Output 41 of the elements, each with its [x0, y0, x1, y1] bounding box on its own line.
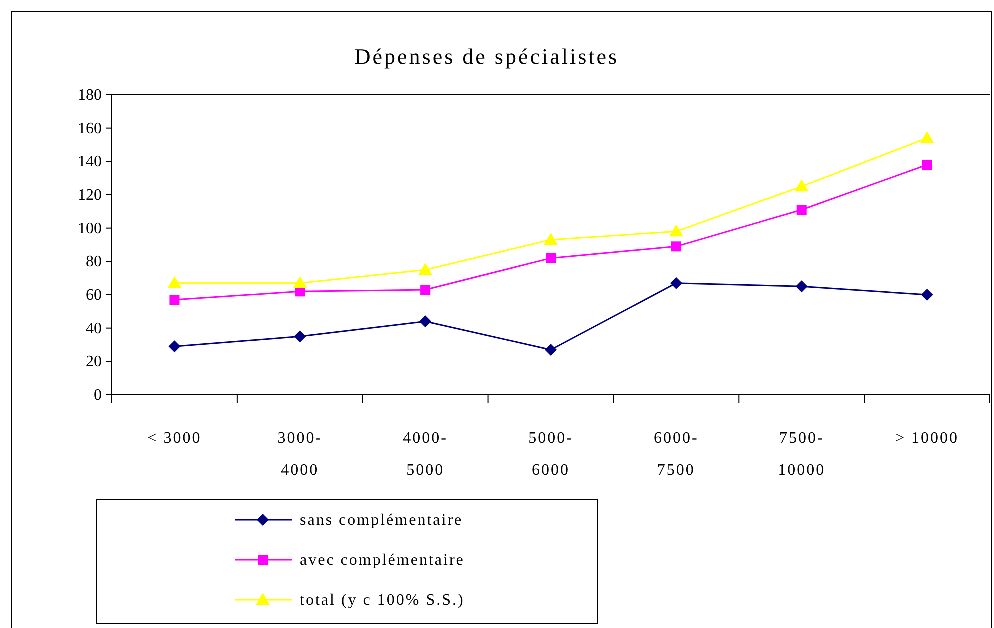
y-tick-label: 0 [94, 387, 102, 404]
point [671, 242, 682, 252]
point [418, 263, 433, 275]
y-tick-label: 160 [78, 120, 102, 138]
x-tick-label: > 10000 [896, 430, 960, 447]
x-tick-label: 4000-5000 [403, 430, 448, 479]
point [168, 340, 181, 353]
y-tick-label: 60 [86, 287, 102, 304]
x-tick-label: 5000-6000 [528, 430, 574, 479]
point [796, 280, 808, 293]
y-tick-label: 140 [78, 154, 102, 171]
y-tick-label: 120 [78, 187, 102, 204]
point [420, 285, 431, 295]
point [170, 295, 180, 305]
legend-label: sans complémentaire [300, 512, 464, 529]
point [545, 344, 557, 356]
y-tick-label: 80 [86, 254, 102, 271]
point [922, 160, 932, 170]
y-tick-label: 100 [78, 220, 102, 238]
legend-label: avec complémentaire [300, 552, 465, 569]
point [920, 131, 934, 144]
x-tick-label: 7500-10000 [778, 430, 826, 479]
x-tick-label: 6000-7500 [654, 430, 699, 479]
x-tick-label: < 3000 [148, 430, 202, 447]
legend-label: total (y c 100% S.S.) [300, 592, 465, 609]
point [294, 330, 306, 343]
point [546, 253, 556, 264]
point [168, 276, 182, 288]
point [794, 180, 809, 192]
y-tick-label: 180 [78, 87, 102, 104]
point [293, 276, 308, 288]
y-tick-label: 20 [86, 354, 102, 371]
point [796, 205, 807, 215]
point [544, 233, 558, 245]
point [420, 316, 432, 328]
point [670, 277, 682, 290]
chart-title: Dépenses de spécialistes [354, 44, 620, 69]
x-tick-label: 3000-4000 [278, 430, 323, 479]
point [921, 289, 934, 301]
y-tick-label: 40 [86, 320, 102, 338]
point [669, 224, 684, 237]
